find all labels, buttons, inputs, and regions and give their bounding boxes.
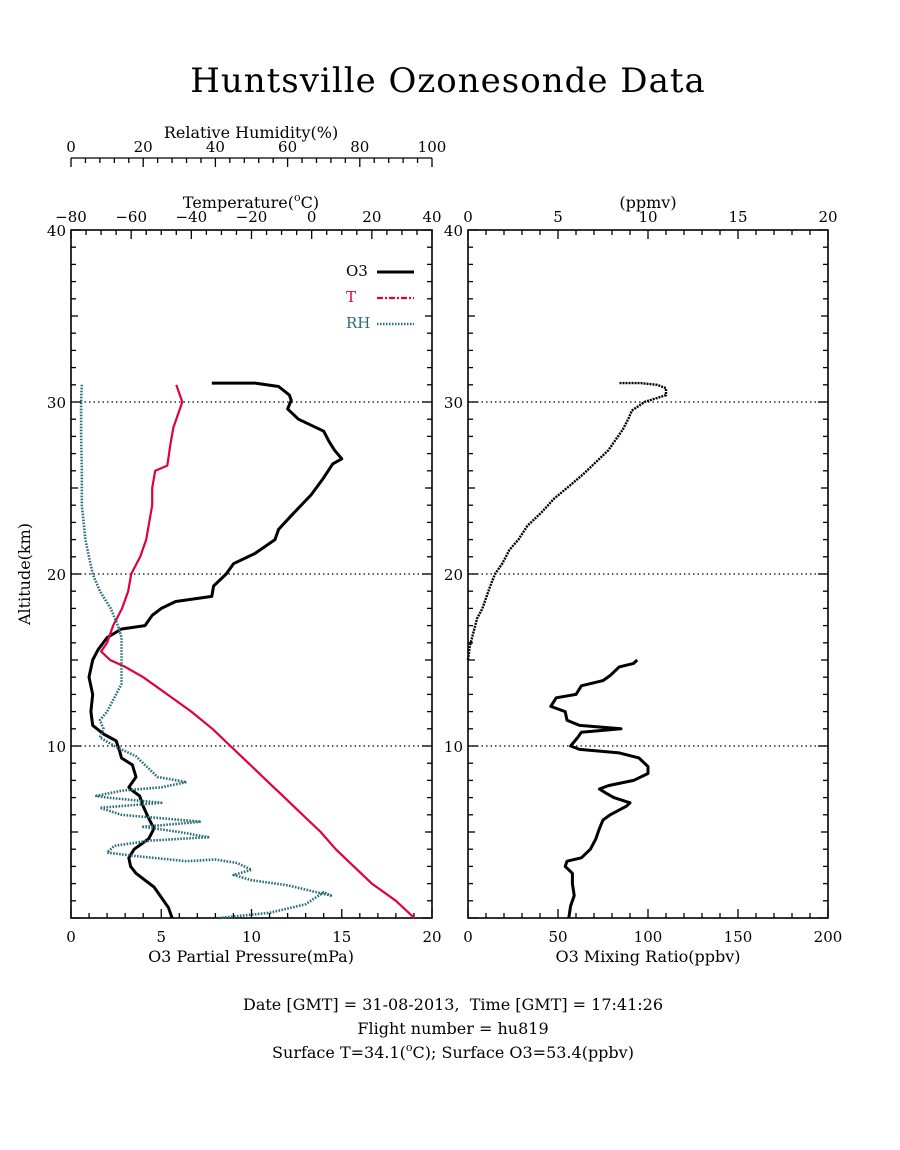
temperature-axis-title-sup: o — [294, 191, 301, 204]
rh-axis-tick-label: 80 — [350, 138, 369, 156]
temperature-axis-tick-labels: −80 −60 −40 −20 0 20 40 — [55, 208, 441, 226]
temperature-axis-tick-label: −40 — [176, 208, 208, 226]
right-altitude-axis-tick-label: 30 — [444, 394, 463, 412]
mixing-ratio-axis-title: O3 Mixing Ratio(ppbv) — [555, 947, 740, 966]
rh-axis-tick-labels: 0 20 40 60 80 100 — [66, 138, 446, 156]
mixing-ratio-axis-tick-label: 100 — [634, 928, 663, 946]
rh-axis-tick-label: 60 — [278, 138, 297, 156]
temperature-axis-tick-label: −80 — [55, 208, 87, 226]
altitude-axis-title: Altitude(km) — [15, 523, 34, 626]
right-series-group — [466, 381, 668, 919]
ppmv-axis-tick-label: 20 — [818, 208, 837, 226]
ppmv-axis-tick-label: 10 — [638, 208, 657, 226]
rh-axis-tick-label: 40 — [206, 138, 225, 156]
footer-surface-values: Surface T=34.1(oC); Surface O3=53.4(ppbv… — [272, 1041, 634, 1062]
legend-o3-label: O3 — [346, 262, 368, 280]
left-altitude-axis-tick-labels: 10 20 30 40 — [47, 222, 66, 756]
legend-rh-label: RH — [346, 314, 370, 332]
temperature-axis-tick-label: 20 — [362, 208, 381, 226]
rh-axis-tick-label: 20 — [134, 138, 153, 156]
series-o3-line — [87, 381, 344, 919]
footer-date-time: Date [GMT] = 31-08-2013, Time [GMT] = 17… — [243, 995, 663, 1014]
left-altitude-axis-tick-label: 40 — [47, 222, 66, 240]
partial-pressure-axis-tick-labels: 0 5 10 15 20 — [66, 928, 441, 946]
left-altitude-axis-tick-label: 20 — [47, 566, 66, 584]
footer-surface-sup: o — [406, 1041, 413, 1054]
rh-axis-tick-label: 100 — [418, 138, 447, 156]
ppmv-axis-tick-label: 15 — [728, 208, 747, 226]
partial-pressure-axis-tick-label: 5 — [156, 928, 166, 946]
temperature-axis-ticks — [70, 230, 433, 239]
series-t-line — [100, 384, 416, 919]
mixing-ratio-axis-tick-label: 50 — [548, 928, 567, 946]
ppmv-axis-ticks — [467, 230, 829, 239]
partial-pressure-axis-title: O3 Partial Pressure(mPa) — [148, 947, 354, 966]
mixing-ratio-axis-tick-label: 150 — [724, 928, 753, 946]
left-altitude-axis-ticks — [71, 229, 432, 919]
temperature-axis-tick-label: −20 — [236, 208, 268, 226]
right-altitude-axis-tick-label: 10 — [444, 738, 463, 756]
temperature-axis-title-post: C) — [301, 193, 319, 212]
right-gridlines — [468, 401, 828, 747]
mixing-ratio-axis-tick-label: 0 — [463, 928, 473, 946]
right-altitude-axis-tick-label: 40 — [444, 222, 463, 240]
chart-title: Huntsville Ozonesonde Data — [190, 61, 706, 101]
legend-t-label: T — [346, 288, 356, 306]
footer-flight-number: Flight number = hu819 — [357, 1019, 548, 1038]
partial-pressure-axis-tick-label: 15 — [332, 928, 351, 946]
ppmv-axis-title: (ppmv) — [619, 193, 676, 212]
left-altitude-axis-tick-label: 10 — [47, 738, 66, 756]
series-mixing-ratio-upper-line — [466, 381, 668, 661]
ppmv-axis-tick-label: 5 — [553, 208, 563, 226]
temperature-axis-title-pre: Temperature( — [183, 193, 294, 212]
rh-axis-tick-label: 0 — [66, 138, 76, 156]
left-panel: 0 20 40 60 80 100 Relative Humidity(%) −80 −60… — [15, 123, 446, 966]
temperature-axis-tick-label: 40 — [422, 208, 441, 226]
rh-axis-title: Relative Humidity(%) — [164, 123, 338, 142]
footer: Date [GMT] = 31-08-2013, Time [GMT] = 17… — [243, 995, 663, 1062]
series-mixing-ratio-lower-line — [549, 658, 650, 919]
mixing-ratio-axis-tick-label: 200 — [814, 928, 843, 946]
right-altitude-axis-tick-label: 20 — [444, 566, 463, 584]
ppmv-axis-tick-labels: 0 5 10 15 20 — [463, 208, 837, 226]
partial-pressure-axis-tick-label: 20 — [422, 928, 441, 946]
series-rh-line — [79, 384, 333, 920]
right-panel: 0 5 10 15 20 (ppmv) 0 50 100 150 200 O3 Mixing R… — [444, 193, 842, 966]
footer-surface-pre: Surface T=34.1( — [272, 1043, 406, 1062]
partial-pressure-axis-tick-label: 0 — [66, 928, 76, 946]
temperature-axis-title: Temperature(oC) — [183, 191, 319, 212]
left-gridlines — [71, 401, 432, 747]
mixing-ratio-axis-tick-labels: 0 50 100 150 200 — [463, 928, 842, 946]
partial-pressure-axis-ticks — [70, 909, 433, 918]
left-series-group — [79, 381, 416, 920]
left-altitude-axis-tick-label: 30 — [47, 394, 66, 412]
ppmv-axis-tick-label: 0 — [463, 208, 473, 226]
footer-surface-post: C); Surface O3=53.4(ppbv) — [413, 1043, 634, 1062]
rh-axis-ticks — [70, 158, 433, 167]
temperature-axis-tick-label: 0 — [307, 208, 317, 226]
legend: O3 T RH — [346, 262, 414, 332]
temperature-axis-tick-label: −60 — [115, 208, 147, 226]
right-altitude-axis-tick-labels: 10 20 30 40 — [444, 222, 463, 756]
mixing-ratio-axis-ticks — [467, 909, 829, 918]
partial-pressure-axis-tick-label: 10 — [242, 928, 261, 946]
